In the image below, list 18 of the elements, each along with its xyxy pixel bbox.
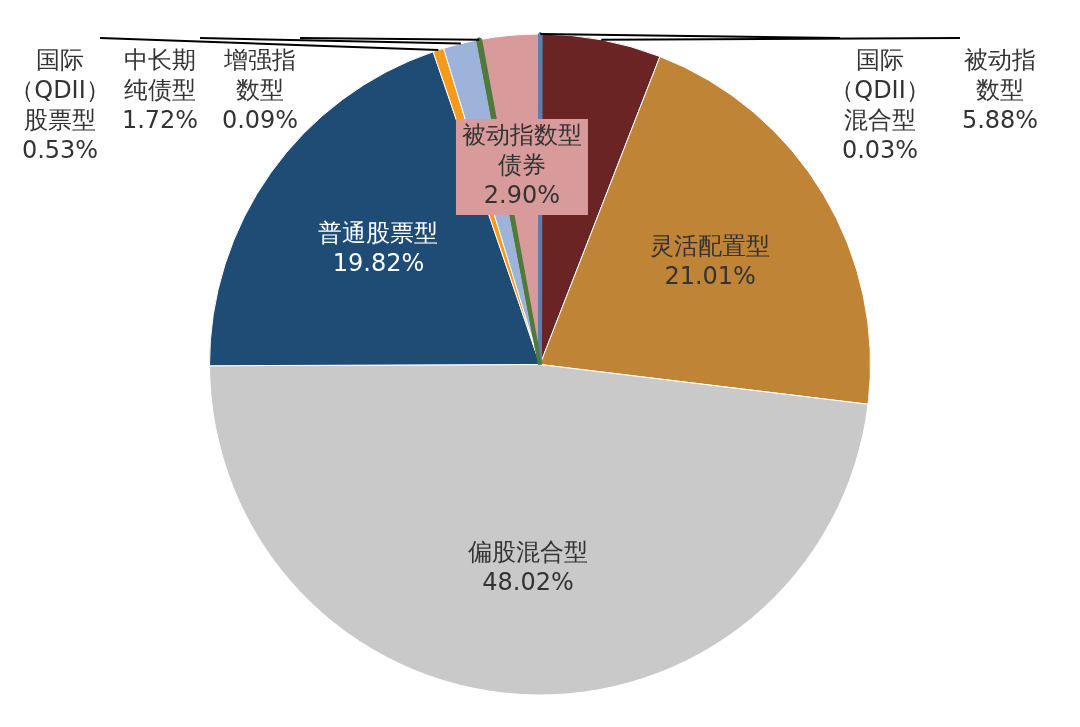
- data-label: 2.90%: [483, 181, 561, 210]
- slice-label: 偏股混合型: [468, 538, 589, 567]
- data-label: 0.03%: [841, 136, 919, 165]
- data-label: 1.72%: [121, 106, 199, 135]
- slice-label: 灵活配置型: [650, 231, 771, 260]
- data-label: 48.02%: [482, 568, 574, 597]
- slice-label: 增强指数型: [223, 46, 296, 105]
- slice-label: 普通股票型: [318, 218, 439, 247]
- slice-label: 被动指数型债券: [461, 121, 582, 180]
- slice-label: 被动指数型: [964, 46, 1036, 105]
- data-label: 21.01%: [664, 261, 756, 290]
- slice-label: 中长期纯债型: [124, 46, 196, 105]
- slice-label: 国际（QDII）股票型: [10, 46, 110, 135]
- data-label: 0.53%: [21, 136, 99, 165]
- data-label: 19.82%: [332, 248, 425, 277]
- data-label: 0.09%: [221, 106, 299, 135]
- data-label: 5.88%: [961, 106, 1039, 135]
- slice-label: 国际（QDII）混合型: [830, 46, 930, 135]
